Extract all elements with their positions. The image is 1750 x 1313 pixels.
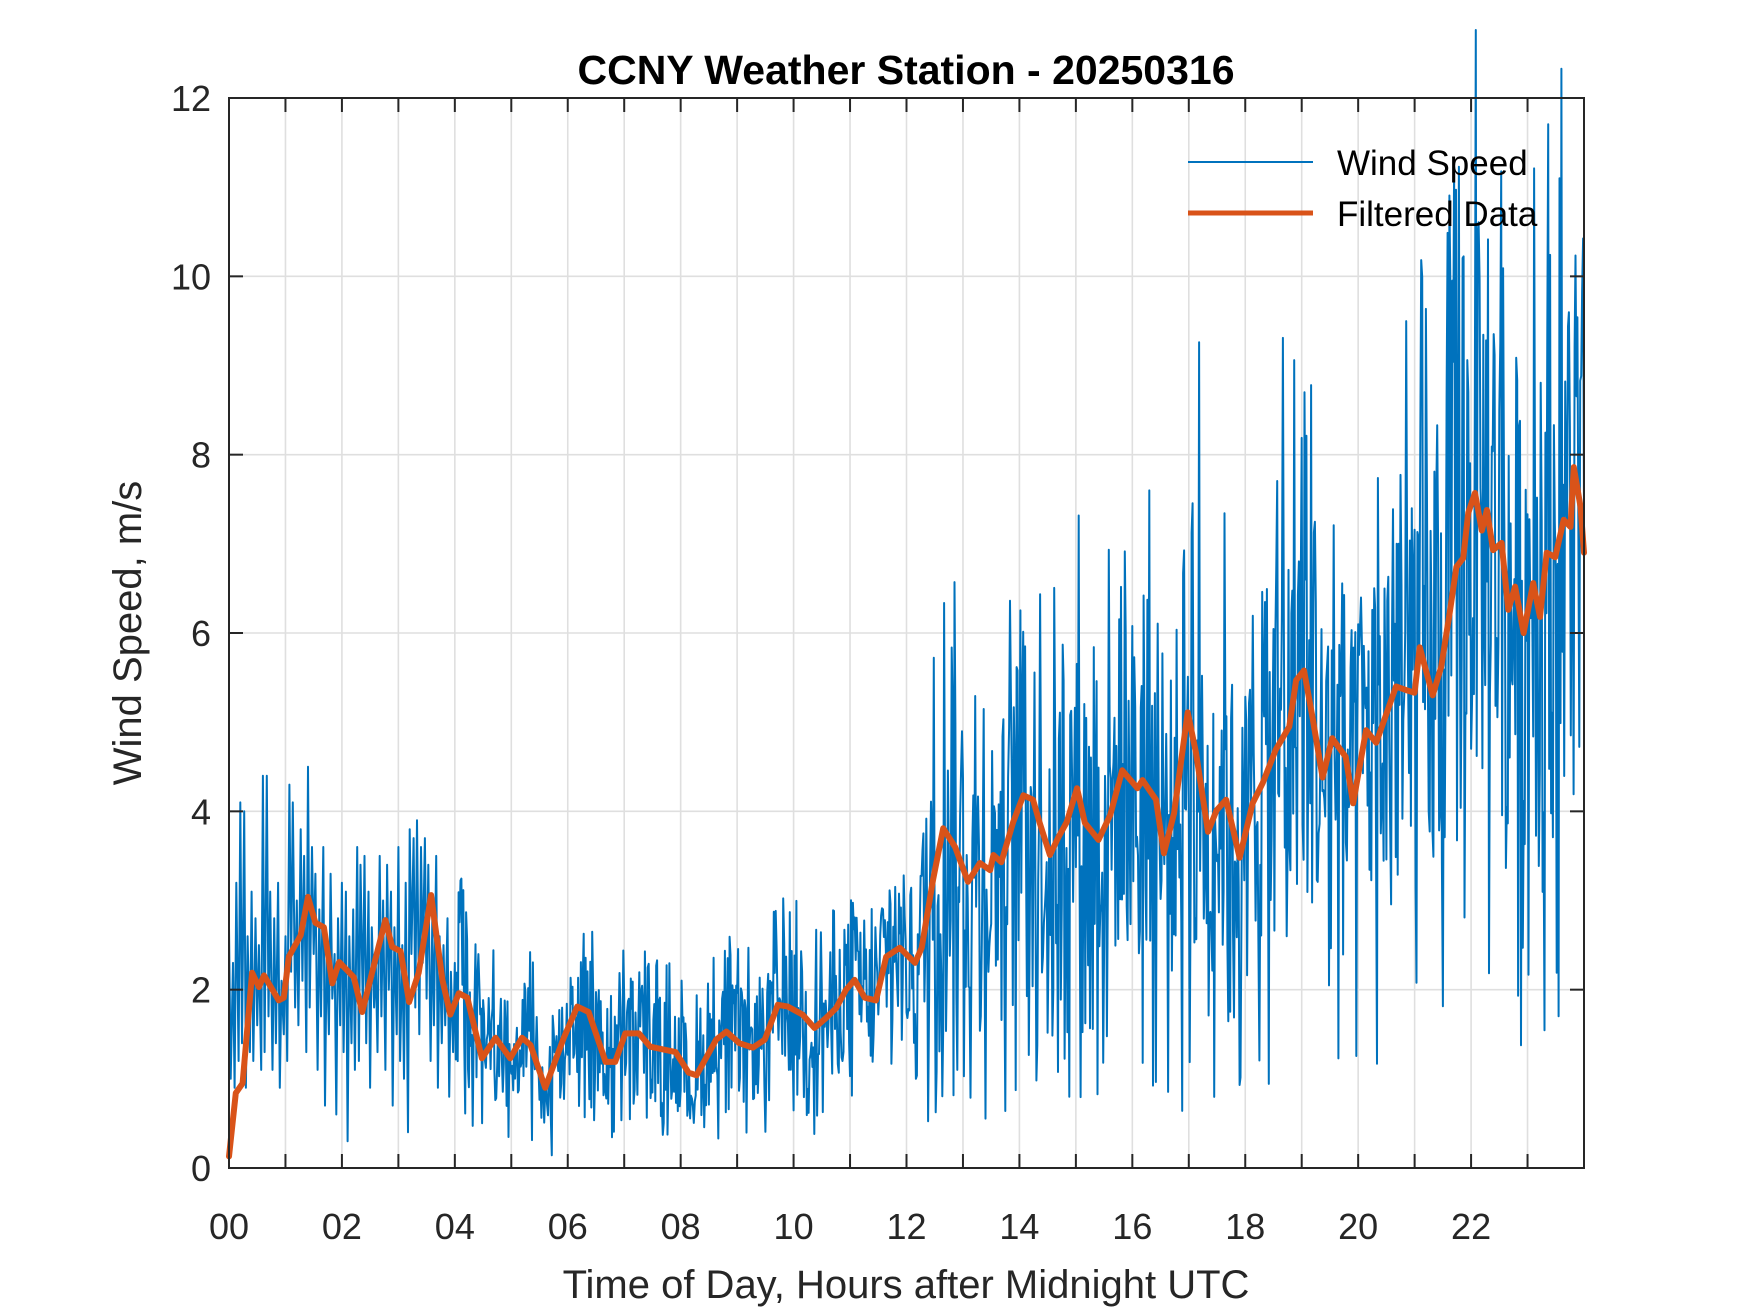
y-tick-label: 6 xyxy=(191,613,211,654)
x-tick-label: 08 xyxy=(661,1206,701,1247)
y-tick-label: 4 xyxy=(191,791,211,832)
y-axis-label: Wind Speed, m/s xyxy=(106,481,150,786)
x-tick-label: 00 xyxy=(209,1206,249,1247)
legend: Wind Speed Filtered Data xyxy=(1188,144,1538,234)
y-tick-labels: 0 2 4 6 8 10 12 xyxy=(171,78,211,1189)
legend-label-filtered-data: Filtered Data xyxy=(1337,195,1538,234)
x-tick-label: 04 xyxy=(435,1206,475,1247)
x-tick-label: 20 xyxy=(1338,1206,1378,1247)
y-tick-label: 0 xyxy=(191,1148,211,1189)
x-tick-label: 18 xyxy=(1225,1206,1265,1247)
x-axis-label: Time of Day, Hours after Midnight UTC xyxy=(563,1263,1250,1307)
y-tick-label: 12 xyxy=(171,78,211,119)
x-tick-label: 22 xyxy=(1451,1206,1491,1247)
x-tick-label: 06 xyxy=(548,1206,588,1247)
x-tick-label: 12 xyxy=(886,1206,926,1247)
series-layer xyxy=(226,29,1587,1160)
x-tick-labels: 00 02 04 06 08 10 12 14 16 18 20 22 xyxy=(209,1206,1491,1247)
x-tick-label: 10 xyxy=(774,1206,814,1247)
x-tick-label: 02 xyxy=(322,1206,362,1247)
ticks xyxy=(229,98,1584,1168)
y-tick-label: 10 xyxy=(171,256,211,297)
series-filtered-data-line xyxy=(226,464,1587,1160)
chart-title: CCNY Weather Station - 20250316 xyxy=(577,47,1234,93)
y-tick-label: 2 xyxy=(191,970,211,1011)
x-tick-label: 16 xyxy=(1112,1206,1152,1247)
y-tick-label: 8 xyxy=(191,435,211,476)
legend-label-wind-speed: Wind Speed xyxy=(1337,144,1528,183)
x-tick-label: 14 xyxy=(999,1206,1039,1247)
